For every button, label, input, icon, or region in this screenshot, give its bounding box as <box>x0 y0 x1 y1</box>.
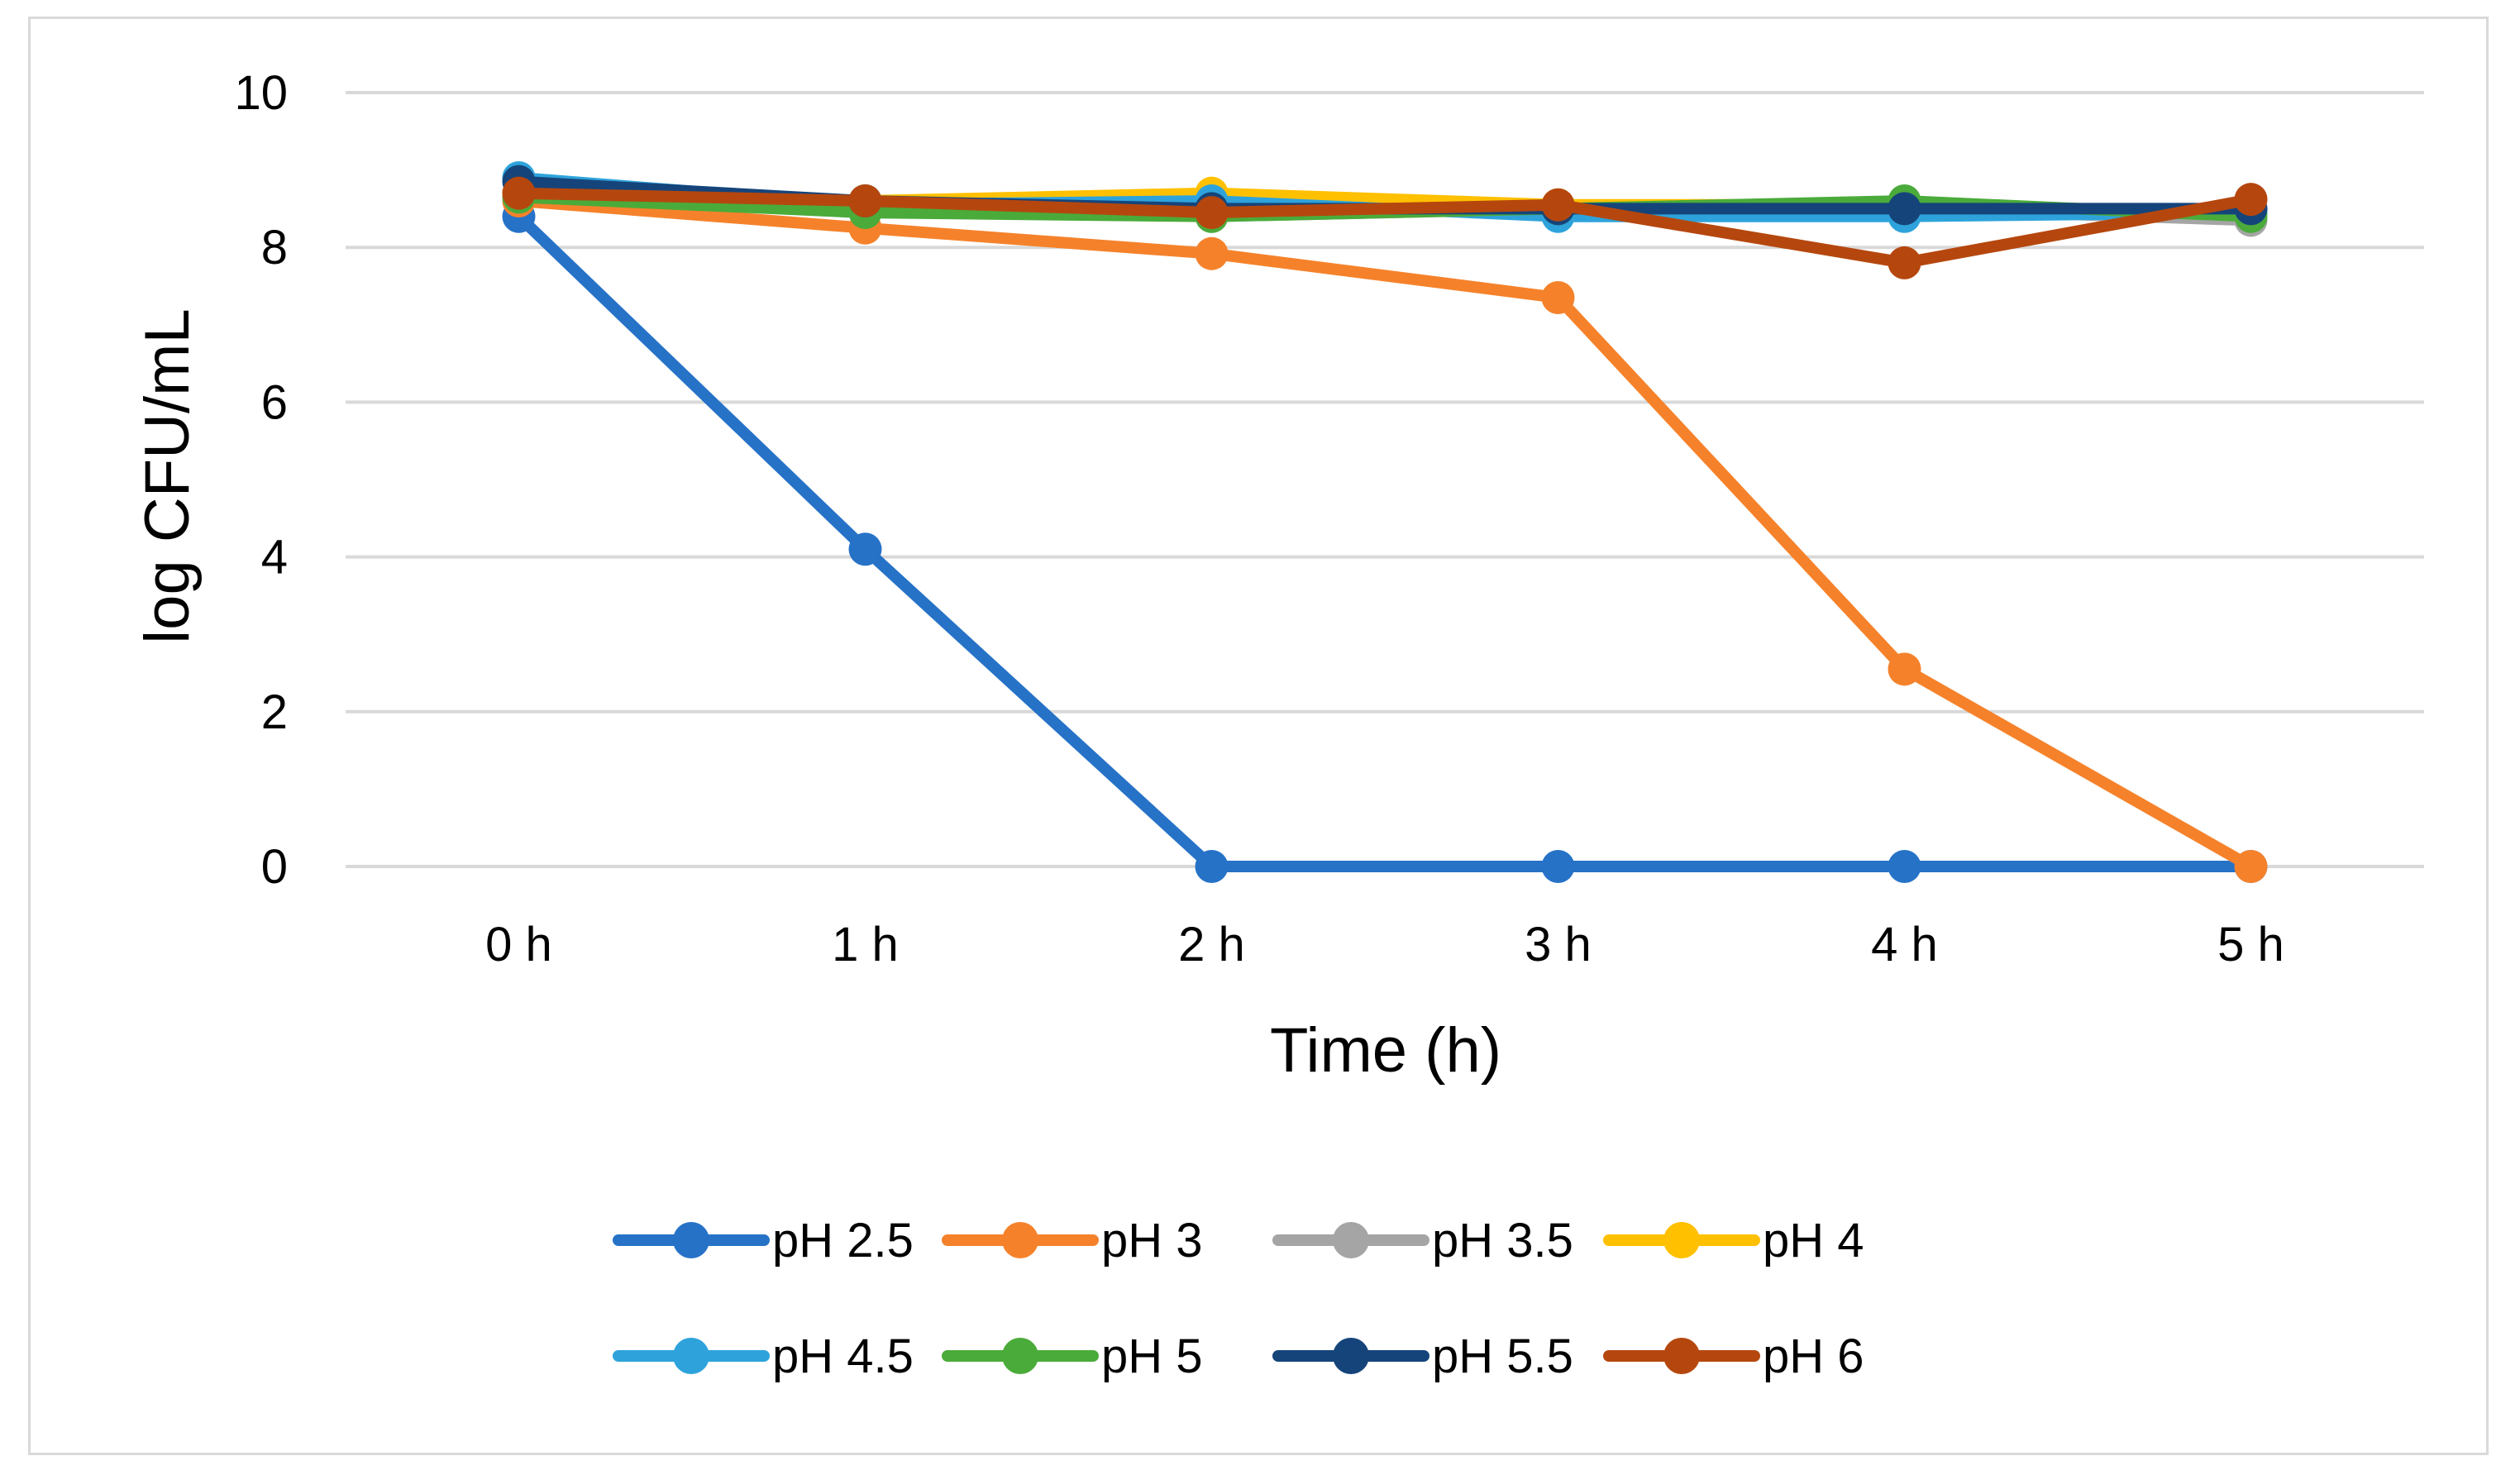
legend: pH 2.5 pH 3 pH 3.5 pH 4 pH 4.5 pH 5 pH 5.5 pH 6 <box>613 1214 1864 1383</box>
legend-swatch-marker <box>1663 1222 1700 1258</box>
data-point-4 <box>1888 192 1921 226</box>
data-point-3 <box>1541 188 1575 222</box>
series-line <box>513 187 2257 269</box>
legend-swatch-marker <box>1002 1338 1038 1374</box>
legend-swatch-marker <box>1663 1338 1700 1374</box>
data-point-3 <box>1541 850 1575 883</box>
legend-item-2: pH 3.5 <box>1272 1214 1573 1267</box>
data-point-4 <box>1888 652 1921 686</box>
data-point-1 <box>848 184 882 218</box>
data-point-4 <box>1888 246 1921 279</box>
series-pH-6 <box>502 176 2268 279</box>
legend-item-6: pH 5.5 <box>1272 1329 1573 1383</box>
legend-swatch-marker <box>673 1338 709 1374</box>
y-axis-title: log CFU/mL <box>132 308 203 643</box>
series-line <box>513 210 2257 872</box>
x-tick-1: 1 h <box>832 918 899 971</box>
series-lines <box>502 160 2268 883</box>
legend-label: pH 5.5 <box>1432 1329 1573 1383</box>
y-tick-4: 4 <box>261 531 288 585</box>
legend-item-1: pH 3 <box>942 1214 1203 1267</box>
y-tick-0: 0 <box>261 840 288 894</box>
series-line <box>513 195 2257 872</box>
x-tick-2: 2 h <box>1178 918 1245 971</box>
data-point-3 <box>1541 281 1575 315</box>
data-point-2 <box>1195 196 1229 230</box>
series-pH-3 <box>502 184 2268 883</box>
legend-item-5: pH 5 <box>942 1329 1203 1383</box>
x-tick-0: 0 h <box>485 918 552 971</box>
y-tick-8: 8 <box>261 221 288 274</box>
legend-label: pH 2.5 <box>772 1214 914 1267</box>
x-tick-labels: 0 h 1 h 2 h 3 h 4 h 5 h <box>485 918 2284 971</box>
data-point-5 <box>2234 183 2268 217</box>
data-point-1 <box>848 532 882 566</box>
legend-label: pH 6 <box>1763 1329 1864 1383</box>
legend-label: pH 3 <box>1101 1214 1203 1267</box>
y-tick-labels: 0 2 4 6 8 10 <box>234 66 288 894</box>
legend-swatch-marker <box>1333 1338 1369 1374</box>
legend-label: pH 4.5 <box>772 1329 914 1383</box>
series-pH-2_5 <box>502 199 2268 883</box>
x-tick-4: 4 h <box>1871 918 1938 971</box>
legend-item-0: pH 2.5 <box>613 1214 914 1267</box>
legend-item-4: pH 4.5 <box>613 1329 914 1383</box>
legend-label: pH 3.5 <box>1432 1214 1573 1267</box>
legend-swatch-marker <box>1002 1222 1038 1258</box>
legend-label: pH 5 <box>1101 1329 1203 1383</box>
legend-item-7: pH 6 <box>1603 1329 1864 1383</box>
y-tick-10: 10 <box>234 66 288 120</box>
data-point-0 <box>502 176 536 210</box>
legend-item-3: pH 4 <box>1603 1214 1864 1267</box>
y-tick-6: 6 <box>261 375 288 429</box>
data-point-4 <box>1888 850 1921 883</box>
data-point-2 <box>1195 850 1229 883</box>
legend-label: pH 4 <box>1763 1214 1864 1267</box>
x-tick-3: 3 h <box>1525 918 1592 971</box>
y-tick-2: 2 <box>261 685 288 739</box>
data-point-2 <box>1195 236 1229 270</box>
data-point-5 <box>2234 850 2268 883</box>
x-tick-5: 5 h <box>2217 918 2284 971</box>
x-axis-title: Time (h) <box>1270 1015 1501 1086</box>
legend-swatch-marker <box>1333 1222 1369 1258</box>
legend-swatch-marker <box>673 1222 709 1258</box>
